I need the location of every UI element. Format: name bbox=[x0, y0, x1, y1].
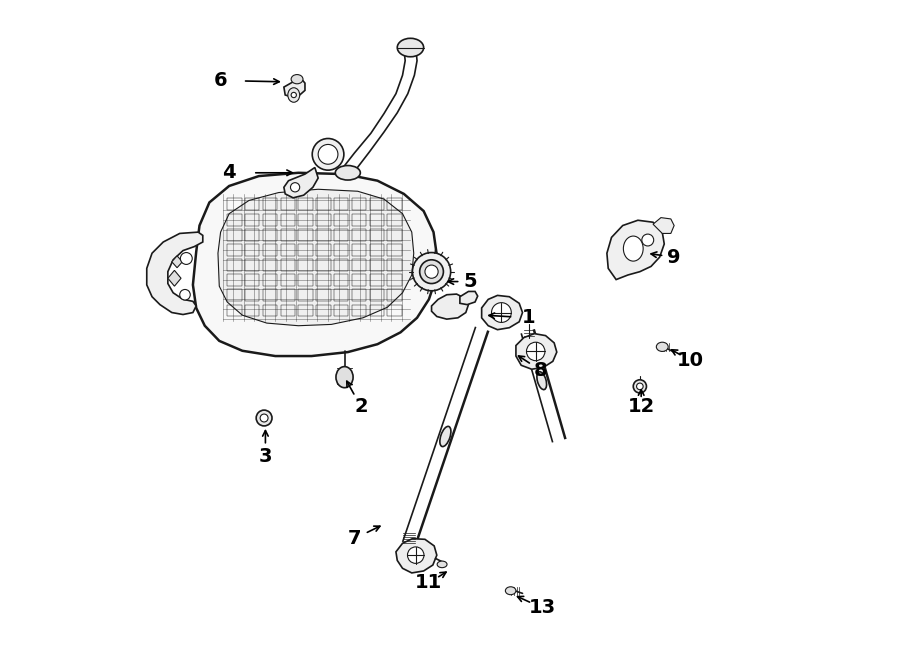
Ellipse shape bbox=[180, 289, 190, 300]
Polygon shape bbox=[607, 220, 664, 279]
Polygon shape bbox=[168, 270, 181, 286]
Ellipse shape bbox=[437, 561, 447, 567]
Polygon shape bbox=[147, 232, 202, 314]
Polygon shape bbox=[482, 295, 523, 330]
Ellipse shape bbox=[636, 383, 644, 390]
Ellipse shape bbox=[425, 265, 438, 278]
Polygon shape bbox=[284, 79, 305, 97]
Ellipse shape bbox=[634, 380, 646, 393]
Ellipse shape bbox=[288, 88, 300, 102]
Ellipse shape bbox=[624, 236, 644, 261]
Text: 13: 13 bbox=[528, 598, 556, 618]
Text: 12: 12 bbox=[627, 397, 655, 416]
Polygon shape bbox=[431, 294, 469, 319]
Ellipse shape bbox=[491, 303, 511, 322]
Polygon shape bbox=[516, 334, 557, 369]
Polygon shape bbox=[193, 173, 436, 356]
Ellipse shape bbox=[312, 138, 344, 170]
Text: 10: 10 bbox=[677, 351, 704, 370]
Polygon shape bbox=[396, 539, 436, 573]
Text: 7: 7 bbox=[347, 529, 361, 548]
Text: 6: 6 bbox=[214, 71, 228, 90]
Text: 9: 9 bbox=[668, 248, 681, 267]
Text: 5: 5 bbox=[463, 272, 477, 291]
Text: 4: 4 bbox=[222, 164, 236, 182]
Ellipse shape bbox=[180, 252, 193, 264]
Text: 2: 2 bbox=[355, 397, 368, 416]
Ellipse shape bbox=[440, 426, 451, 447]
Polygon shape bbox=[172, 256, 183, 267]
Text: 8: 8 bbox=[535, 361, 548, 380]
Ellipse shape bbox=[656, 342, 668, 352]
Text: 11: 11 bbox=[415, 573, 443, 592]
Ellipse shape bbox=[642, 234, 653, 246]
Ellipse shape bbox=[408, 547, 424, 563]
Ellipse shape bbox=[336, 166, 360, 180]
Polygon shape bbox=[284, 167, 319, 198]
Ellipse shape bbox=[412, 252, 451, 291]
Ellipse shape bbox=[506, 587, 516, 594]
Ellipse shape bbox=[291, 93, 296, 97]
Ellipse shape bbox=[397, 38, 424, 57]
Text: 3: 3 bbox=[258, 447, 272, 466]
Ellipse shape bbox=[256, 410, 272, 426]
Polygon shape bbox=[460, 291, 478, 305]
Ellipse shape bbox=[319, 144, 338, 164]
Text: 1: 1 bbox=[522, 308, 536, 327]
Polygon shape bbox=[653, 218, 674, 234]
Ellipse shape bbox=[526, 342, 544, 361]
Ellipse shape bbox=[336, 367, 353, 388]
Ellipse shape bbox=[419, 260, 444, 283]
Ellipse shape bbox=[260, 414, 268, 422]
Ellipse shape bbox=[291, 75, 303, 84]
Ellipse shape bbox=[537, 372, 546, 390]
Ellipse shape bbox=[291, 183, 300, 192]
Polygon shape bbox=[218, 189, 414, 326]
